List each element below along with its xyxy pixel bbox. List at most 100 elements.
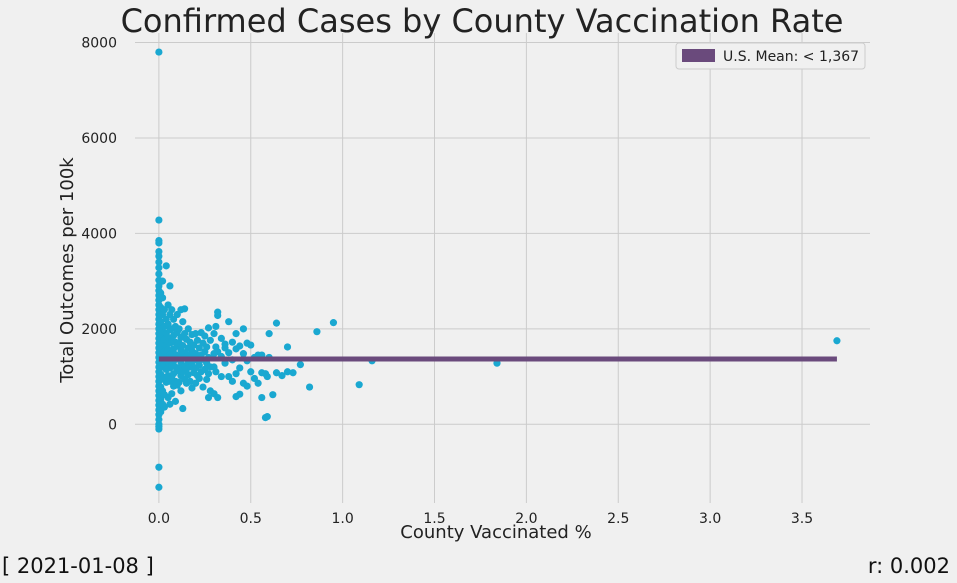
data-point <box>160 403 168 411</box>
data-point <box>171 397 180 405</box>
data-point <box>166 282 174 290</box>
data-point <box>179 318 187 326</box>
legend: U.S. Mean: < 1,367 <box>675 42 866 70</box>
data-point <box>155 258 163 266</box>
chart-title: Confirmed Cases by County Vaccination Ra… <box>121 2 844 40</box>
x-tick-label: 3.5 <box>791 511 813 527</box>
data-point <box>181 305 189 313</box>
data-point <box>247 341 255 349</box>
data-point <box>236 390 244 398</box>
data-point <box>195 374 203 383</box>
data-point <box>199 383 207 391</box>
data-point <box>155 239 163 247</box>
data-point <box>258 393 266 402</box>
data-point <box>236 364 244 372</box>
data-point <box>212 368 220 376</box>
data-point <box>193 336 202 344</box>
data-point <box>228 377 236 385</box>
legend-box <box>675 42 866 70</box>
data-point <box>232 370 240 378</box>
data-point <box>175 378 183 386</box>
data-point <box>155 425 163 433</box>
data-point <box>217 334 225 342</box>
data-point <box>247 368 255 376</box>
data-point <box>158 277 167 285</box>
x-tick-label: 2.0 <box>515 511 537 527</box>
legend-label: U.S. Mean: < 1,367 <box>723 49 859 65</box>
data-point <box>239 325 248 333</box>
data-point <box>179 341 187 350</box>
data-point <box>296 361 304 369</box>
data-point <box>155 270 163 278</box>
data-point <box>192 350 200 358</box>
x-tick-label: 0.0 <box>148 511 170 527</box>
data-point <box>355 381 363 389</box>
y-axis-label: Total Outcomes per 100k <box>57 157 78 384</box>
y-tick-label: 4000 <box>81 226 117 242</box>
data-point <box>232 330 240 338</box>
data-point <box>177 387 185 395</box>
data-point <box>168 306 176 314</box>
data-point <box>283 368 292 376</box>
data-point <box>221 340 229 348</box>
data-point <box>228 338 236 346</box>
data-point <box>305 383 314 391</box>
data-point <box>158 294 167 302</box>
data-point <box>225 349 233 357</box>
data-point <box>214 311 222 320</box>
data-point <box>166 400 174 408</box>
data-point <box>289 369 297 377</box>
y-tick-label: 8000 <box>81 36 117 52</box>
data-point <box>254 379 262 387</box>
tick-labels: 0.0 0.5 1.0 1.5 2.0 2.5 3.0 3.5 0 2000 4000 6000 800… <box>81 36 813 527</box>
data-point <box>155 252 163 260</box>
date-label: [ 2021-01-08 ] <box>2 554 154 578</box>
y-tick-label: 0 <box>108 417 117 433</box>
data-point <box>175 325 183 333</box>
data-point <box>272 369 281 377</box>
data-point <box>186 377 194 385</box>
data-point <box>162 262 170 270</box>
y-tick-label: 2000 <box>81 322 117 338</box>
x-axis-label: County Vaccinated % <box>400 522 591 543</box>
data-point <box>210 330 218 338</box>
data-point <box>283 343 292 351</box>
data-point <box>184 371 192 379</box>
data-point <box>329 319 338 327</box>
data-point <box>204 393 213 402</box>
data-point <box>155 463 163 471</box>
data-point <box>212 322 220 331</box>
data-point <box>263 372 271 381</box>
data-point <box>225 318 233 326</box>
scatter-points <box>155 48 841 491</box>
data-point <box>155 216 163 224</box>
x-tick-label: 3.0 <box>699 511 721 527</box>
data-point <box>168 390 176 398</box>
data-point <box>269 391 277 399</box>
data-point <box>833 337 841 345</box>
data-point <box>155 264 163 272</box>
data-point <box>204 370 213 378</box>
data-point <box>195 361 203 369</box>
data-point <box>239 350 248 358</box>
grid-lines <box>135 33 870 503</box>
data-point <box>206 336 214 344</box>
data-point <box>203 343 211 351</box>
data-point <box>243 382 251 390</box>
data-point <box>179 404 187 413</box>
x-tick-label: 2.5 <box>607 511 629 527</box>
data-point <box>272 319 281 327</box>
data-point <box>278 371 286 380</box>
data-point <box>203 375 211 384</box>
legend-swatch <box>682 49 715 62</box>
data-point <box>313 328 321 336</box>
data-point <box>201 332 209 340</box>
x-tick-label: 0.5 <box>240 511 262 527</box>
x-tick-label: 1.0 <box>332 511 354 527</box>
data-point <box>155 48 163 56</box>
data-point <box>236 342 244 350</box>
data-point <box>217 372 225 381</box>
correlation-label: r: 0.002 <box>867 554 950 578</box>
data-point <box>214 393 222 402</box>
